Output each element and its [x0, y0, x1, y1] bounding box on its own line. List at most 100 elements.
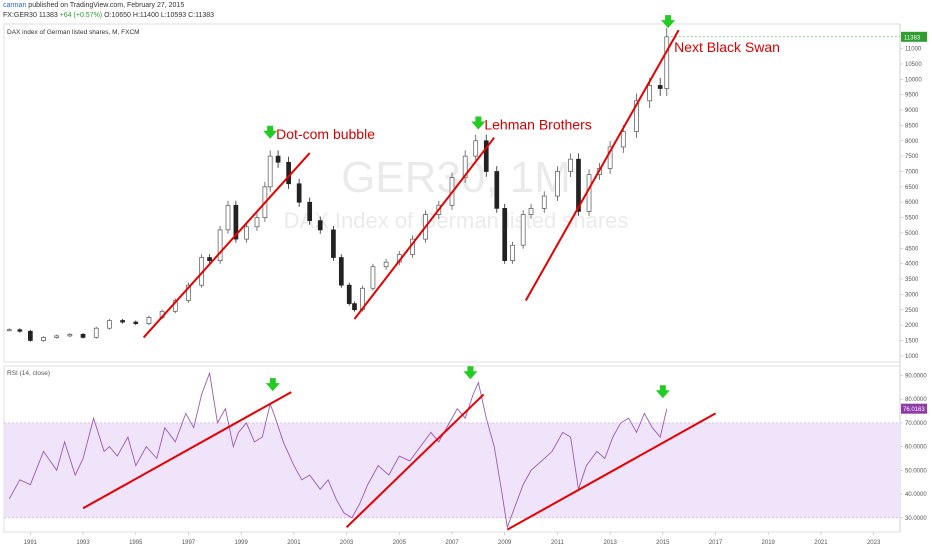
rsi-trendline-2 — [506, 412, 717, 531]
rsi-last-badge — [901, 403, 927, 414]
close-value: C:11383 — [188, 12, 215, 19]
rsi-peak-arrow-0 — [265, 378, 280, 392]
rsi-line — [8, 371, 668, 530]
candle-body-24 — [275, 155, 281, 163]
xtick-label-6: 2003 — [340, 540, 354, 546]
candle-body-35 — [383, 261, 389, 268]
rsi-trendline-0 — [82, 391, 292, 510]
candle-body-51 — [568, 158, 573, 172]
candle-body-7 — [93, 327, 99, 338]
candle-body-26 — [296, 183, 302, 203]
xtick-label-8: 2007 — [445, 540, 459, 546]
xtick-label-13: 2017 — [709, 540, 723, 546]
price-ytick-label-18: 2000 — [905, 323, 919, 329]
candle-body-29 — [331, 229, 336, 258]
xtick-label-4: 1999 — [234, 540, 248, 546]
xtick-label-11: 2013 — [603, 540, 617, 546]
candle-body-4 — [54, 335, 60, 338]
candle-body-17 — [217, 229, 223, 261]
xtick-label-0: 1991 — [24, 540, 38, 546]
candle-body-1 — [17, 329, 23, 332]
price-ytick-label-4: 9000 — [905, 108, 919, 114]
watermark-symbol: GER30, 1M — [341, 153, 571, 202]
xtick-label-12: 2015 — [656, 540, 670, 546]
rsi-ytick-label-4: 50.0000 — [905, 468, 927, 474]
price-change: +64 (+0.57%) — [59, 12, 103, 19]
candle-body-18 — [225, 204, 231, 231]
price-ytick-label-7: 7500 — [905, 154, 919, 160]
xtick-label-3: 1997 — [182, 540, 196, 546]
candle-body-14 — [186, 284, 191, 301]
rsi-ytick-label-2: 70.0000 — [905, 421, 927, 427]
candle-body-2 — [28, 330, 33, 341]
candle-body-34 — [370, 266, 376, 289]
xtick-label-2: 1995 — [129, 540, 143, 546]
price-panel-title: DAX index of German listed shares, M, FX… — [7, 29, 140, 36]
candle-body-46 — [510, 244, 515, 261]
last-price: 11383 — [38, 12, 58, 19]
publisher-user[interactable]: carman — [3, 2, 27, 9]
open-value: O:10650 — [104, 12, 131, 19]
candle-body-0 — [6, 329, 12, 332]
candle-body-49 — [541, 195, 547, 209]
candle-body-20 — [244, 226, 249, 240]
annotation-label-1: Lehman Brothers — [484, 117, 591, 133]
price-ytick-label-2: 10000 — [905, 77, 922, 83]
annotation-label-2: Next Black Swan — [674, 39, 780, 55]
candle-body-27 — [307, 201, 313, 222]
candle-body-5 — [67, 333, 73, 337]
price-trendline-1 — [353, 137, 495, 320]
price-ytick-label-5: 8500 — [905, 123, 919, 129]
price-trendline-2 — [524, 29, 680, 302]
candle-body-57 — [634, 100, 639, 132]
price-ytick-label-15: 3500 — [905, 277, 919, 283]
candle-body-19 — [233, 204, 239, 240]
rsi-ytick-label-1: 80.0000 — [905, 397, 927, 403]
rsi-peak-arrow-1 — [463, 366, 478, 380]
candle-body-56 — [620, 131, 626, 148]
xtick-label-14: 2019 — [762, 540, 776, 546]
price-ytick-label-6: 8000 — [905, 139, 919, 145]
candle-body-9 — [120, 320, 125, 323]
price-ytick-label-14: 4000 — [905, 262, 919, 268]
candle-body-43 — [483, 140, 489, 172]
price-peak-arrow-1 — [471, 116, 486, 130]
rsi-last-badge-label: 76.0163 — [903, 407, 925, 413]
rsi-ytick-label-3: 60.0000 — [905, 445, 927, 451]
xtick-label-10: 2011 — [551, 540, 565, 546]
xtick-label-1: 1993 — [76, 540, 90, 546]
price-ytick-label-16: 3000 — [905, 292, 919, 298]
rsi-ytick-label-0: 90.0000 — [905, 373, 927, 379]
rsi-panel-title: RSI (14, close) — [7, 370, 50, 377]
candle-body-60 — [664, 36, 670, 89]
publisher-header: carman published on TradingView.com, Feb… — [3, 1, 184, 11]
candle-body-52 — [576, 158, 581, 212]
price-ytick-label-11: 5500 — [905, 216, 919, 222]
price-ytick-label-12: 5000 — [905, 231, 919, 237]
high-value: H:11400 — [132, 12, 159, 19]
last-price-badge — [901, 31, 927, 42]
xtick-label-16: 2023 — [867, 540, 881, 546]
price-ytick-label-3: 9500 — [905, 93, 919, 99]
price-ytick-label-20: 1000 — [905, 354, 919, 360]
rsi-band — [4, 422, 900, 518]
xtick-label-7: 2005 — [393, 540, 407, 546]
rsi-trendline-1 — [345, 393, 485, 528]
quote-line: FX:GER30 11383 +64 (+0.57%) O:10650 H:11… — [3, 11, 214, 21]
low-value: L:10593 — [160, 12, 187, 19]
candle-body-59 — [657, 85, 663, 89]
candle-body-23 — [267, 155, 273, 188]
candle-body-32 — [352, 303, 357, 311]
candle-body-31 — [346, 284, 352, 304]
price-ytick-label-13: 4500 — [905, 246, 919, 252]
candle-body-55 — [607, 146, 613, 169]
candle-body-58 — [647, 85, 652, 102]
candle-body-44 — [494, 171, 500, 209]
price-ytick-label-0: 11000 — [905, 47, 922, 53]
xtick-label-5: 2001 — [287, 540, 301, 546]
candle-body-16 — [207, 257, 212, 261]
candle-body-6 — [80, 333, 86, 338]
rsi-ytick-label-6: 30.0000 — [905, 516, 927, 522]
candle-body-47 — [520, 214, 526, 246]
